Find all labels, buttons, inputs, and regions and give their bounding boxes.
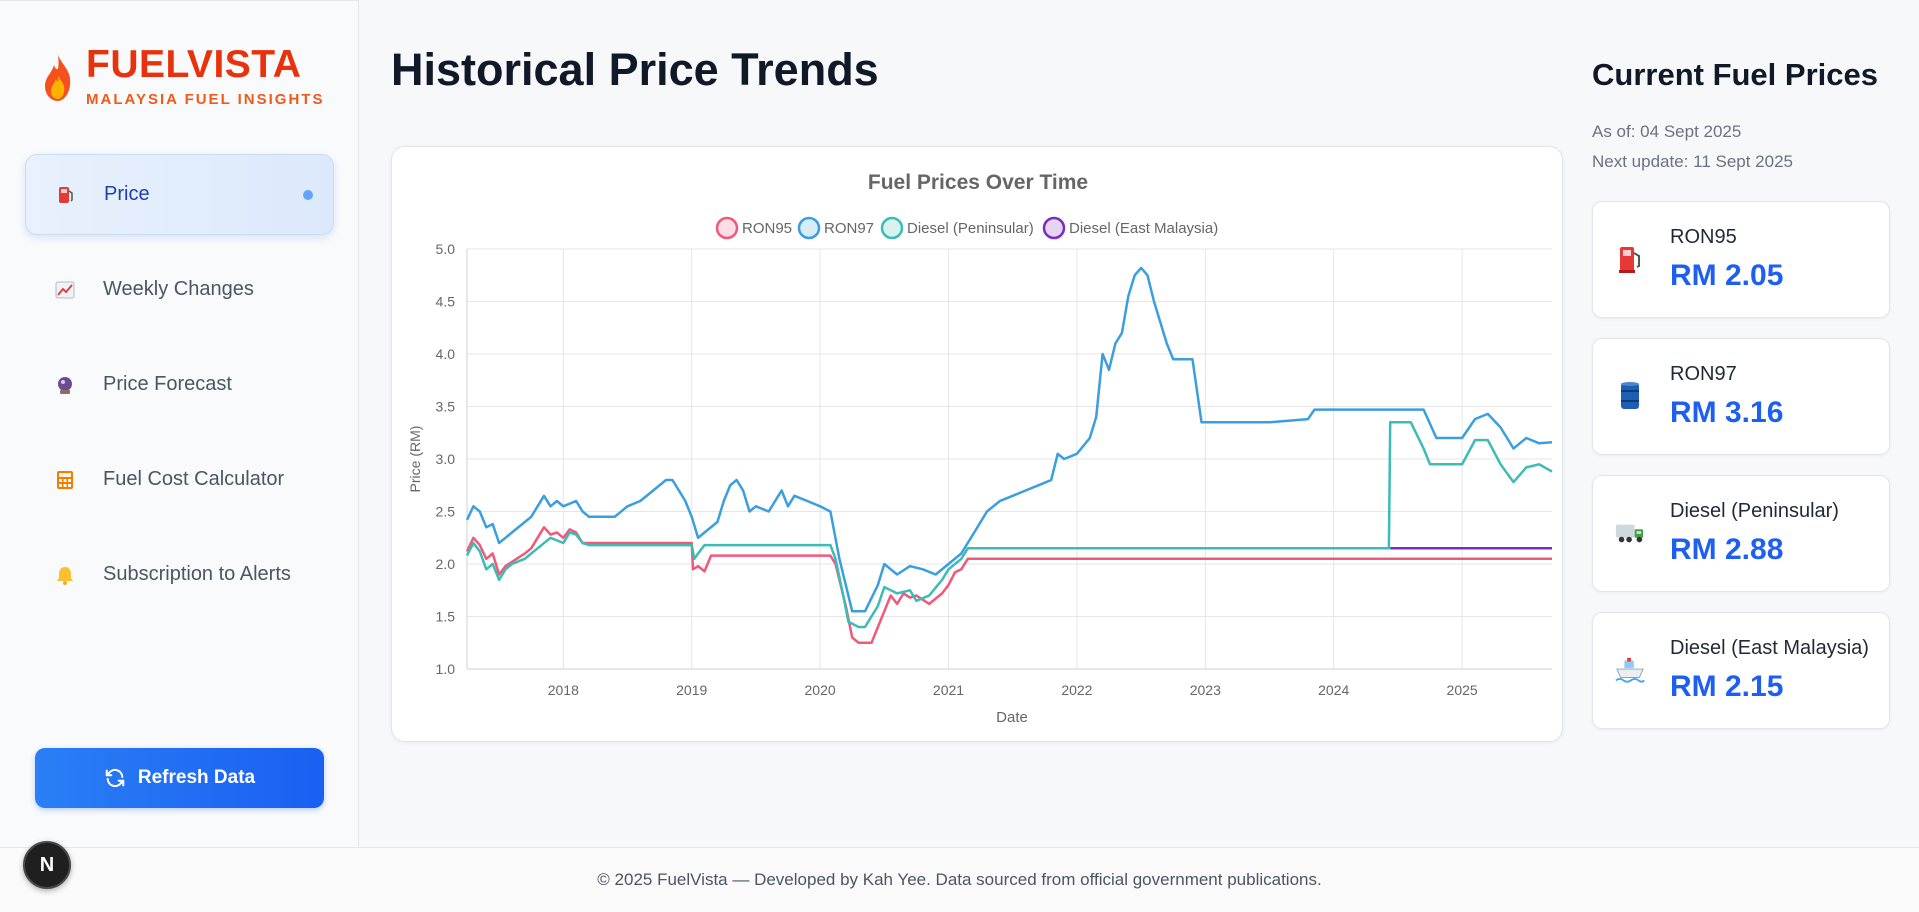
dev-tools-badge[interactable]: N bbox=[23, 841, 71, 889]
page-title: Historical Price Trends bbox=[391, 44, 879, 95]
footer-text: © 2025 FuelVista — Developed by Kah Yee.… bbox=[597, 870, 1322, 889]
chart-card: Fuel Prices Over Time RON95 RON97 Diesel (P… bbox=[391, 146, 1563, 742]
price-card-diesel-peninsular: Diesel (Peninsular) RM 2.88 bbox=[1592, 475, 1890, 592]
sidebar-nav: Price Weekly Changes Price Forecast Fuel… bbox=[25, 154, 334, 629]
price-card-diesel-east: Diesel (East Malaysia) RM 2.15 bbox=[1592, 612, 1890, 729]
sidebar-item-price[interactable]: Price bbox=[25, 154, 334, 235]
refresh-icon bbox=[105, 768, 125, 788]
legend-marker bbox=[880, 216, 904, 240]
legend-marker bbox=[797, 216, 821, 240]
x-tick-label: 2024 bbox=[1318, 682, 1349, 698]
sidebar-item-weekly-changes[interactable]: Weekly Changes bbox=[25, 249, 334, 330]
sidebar-item-price-forecast[interactable]: Price Forecast bbox=[25, 344, 334, 425]
fuel-pump-icon bbox=[1615, 244, 1645, 274]
bell-icon bbox=[55, 565, 75, 585]
x-tick-label: 2020 bbox=[805, 682, 836, 698]
y-axis-label: Price (RM) bbox=[407, 426, 423, 493]
price-card-ron97: RON97 RM 3.16 bbox=[1592, 338, 1890, 455]
ship-icon bbox=[1615, 655, 1645, 685]
x-tick-label: 2022 bbox=[1061, 682, 1092, 698]
y-tick-label: 3.5 bbox=[436, 399, 456, 415]
sidebar-item-label: Price bbox=[104, 183, 150, 205]
y-tick-label: 2.5 bbox=[436, 504, 456, 520]
sidebar-item-label: Weekly Changes bbox=[103, 278, 254, 300]
price-card-name: RON97 bbox=[1670, 363, 1737, 385]
x-tick-label: 2019 bbox=[676, 682, 707, 698]
footer: © 2025 FuelVista — Developed by Kah Yee.… bbox=[0, 847, 1919, 912]
price-card-value: RM 3.16 bbox=[1670, 396, 1784, 429]
calculator-icon bbox=[55, 470, 75, 490]
price-card-name: RON95 bbox=[1670, 226, 1737, 248]
sidebar-item-label: Subscription to Alerts bbox=[103, 563, 291, 585]
sidebar: FUELVISTA MALAYSIA FUEL INSIGHTS Price W… bbox=[0, 0, 359, 847]
y-tick-label: 2.0 bbox=[436, 556, 456, 572]
legend-label: RON95 bbox=[742, 220, 792, 237]
as-of-date: As of: 04 Sept 2025 bbox=[1592, 122, 1742, 141]
y-tick-label: 1.5 bbox=[436, 609, 456, 625]
price-card-value: RM 2.15 bbox=[1670, 670, 1784, 703]
x-tick-label: 2025 bbox=[1447, 682, 1478, 698]
y-tick-label: 5.0 bbox=[436, 241, 456, 257]
fuel-price-chart: Fuel Prices Over Time RON95 RON97 Diesel (P… bbox=[407, 171, 1553, 726]
current-prices-title: Current Fuel Prices bbox=[1592, 57, 1878, 92]
crystal-ball-icon bbox=[55, 375, 75, 395]
active-indicator bbox=[303, 189, 313, 200]
price-card-value: RM 2.88 bbox=[1670, 533, 1784, 566]
price-card-value: RM 2.05 bbox=[1670, 259, 1784, 292]
sidebar-item-label: Fuel Cost Calculator bbox=[103, 468, 285, 490]
price-card-name: Diesel (Peninsular) bbox=[1670, 500, 1839, 522]
legend-label: RON97 bbox=[824, 220, 874, 237]
x-tick-label: 2023 bbox=[1190, 682, 1221, 698]
brand-logo[interactable]: FUELVISTA MALAYSIA FUEL INSIGHTS bbox=[42, 45, 324, 108]
sidebar-item-fuel-cost-calculator[interactable]: Fuel Cost Calculator bbox=[25, 439, 334, 520]
y-tick-label: 4.5 bbox=[436, 294, 456, 310]
x-tick-label: 2018 bbox=[548, 682, 579, 698]
legend-marker bbox=[1042, 216, 1066, 240]
sidebar-item-subscription-alerts[interactable]: Subscription to Alerts bbox=[25, 534, 334, 615]
sidebar-item-label: Price Forecast bbox=[103, 373, 232, 395]
chart-increasing-icon bbox=[55, 280, 75, 300]
x-tick-label: 2021 bbox=[933, 682, 964, 698]
price-card-name: Diesel (East Malaysia) bbox=[1670, 637, 1869, 659]
series-line-ron97 bbox=[465, 266, 1553, 613]
y-tick-label: 1.0 bbox=[436, 661, 456, 677]
legend-label: Diesel (East Malaysia) bbox=[1069, 220, 1218, 237]
series-line-ron95 bbox=[465, 526, 1552, 645]
brand-subtitle: MALAYSIA FUEL INSIGHTS bbox=[86, 91, 325, 108]
brand-title: FUELVISTA bbox=[86, 43, 302, 86]
chart-title: Fuel Prices Over Time bbox=[868, 171, 1088, 194]
fuel-pump-icon bbox=[56, 185, 76, 205]
legend-label: Diesel (Peninsular) bbox=[907, 220, 1034, 237]
x-axis-label: Date bbox=[996, 709, 1028, 726]
price-card-ron95: RON95 RM 2.05 bbox=[1592, 201, 1890, 318]
next-update-date: Next update: 11 Sept 2025 bbox=[1592, 152, 1794, 171]
y-tick-label: 4.0 bbox=[436, 346, 456, 362]
refresh-data-label: Refresh Data bbox=[137, 767, 256, 788]
flame-icon bbox=[45, 55, 71, 101]
oil-drum-icon bbox=[1615, 381, 1645, 411]
series-line-diesel-peninsular bbox=[465, 421, 1553, 629]
legend-marker bbox=[715, 216, 739, 240]
truck-icon bbox=[1615, 518, 1645, 548]
refresh-data-button[interactable]: Refresh Data bbox=[35, 748, 324, 808]
y-tick-label: 3.0 bbox=[436, 451, 456, 467]
